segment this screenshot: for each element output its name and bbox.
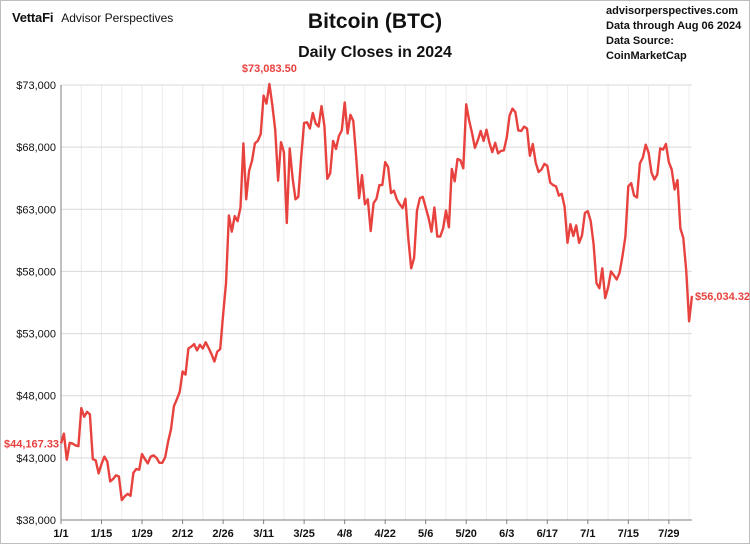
x-tick-label: 1/1 bbox=[53, 528, 68, 540]
btc-series-line bbox=[59, 82, 694, 502]
x-tick-label: 5/20 bbox=[456, 528, 477, 540]
data-annotation-label: $73,083.50 bbox=[242, 63, 297, 75]
data-annotation-label: $44,167.33 bbox=[4, 438, 59, 450]
source-data-through: Data through Aug 06 2024 bbox=[606, 20, 742, 32]
x-tick-label: 6/17 bbox=[537, 528, 558, 540]
x-tick-label: 4/8 bbox=[337, 528, 352, 540]
chart-subtitle: Daily Closes in 2024 bbox=[298, 44, 452, 61]
x-tick-label: 6/3 bbox=[499, 528, 514, 540]
vettafi-logo: VettaFi bbox=[12, 10, 54, 25]
y-tick-label: $43,000 bbox=[16, 453, 56, 465]
chart-title: Bitcoin (BTC) bbox=[307, 10, 443, 33]
x-tick-label: 7/15 bbox=[618, 528, 639, 540]
x-tick-label: 5/6 bbox=[418, 528, 433, 540]
y-tick-label: $73,000 bbox=[16, 80, 56, 92]
x-tick-label: 7/1 bbox=[580, 528, 595, 540]
source-info: advisorperspectives.com Data through Aug… bbox=[606, 4, 750, 64]
x-tick-label: 2/26 bbox=[212, 528, 233, 540]
y-tick-label: $68,000 bbox=[16, 142, 56, 154]
y-tick-label: $53,000 bbox=[16, 329, 56, 341]
brand-subtitle: Advisor Perspectives bbox=[61, 11, 174, 25]
x-tick-label: 2/12 bbox=[172, 528, 193, 540]
x-tick-label: 7/29 bbox=[658, 528, 679, 540]
brand: VettaFi Advisor Perspectives bbox=[12, 10, 173, 25]
x-tick-label: 4/22 bbox=[374, 528, 395, 540]
y-tick-label: $48,000 bbox=[16, 391, 56, 403]
x-tick-label: 3/25 bbox=[293, 528, 314, 540]
x-tick-label: 1/29 bbox=[131, 528, 152, 540]
y-tick-label: $58,000 bbox=[16, 266, 56, 278]
source-website: advisorperspectives.com bbox=[606, 5, 739, 17]
x-tick-label: 1/15 bbox=[91, 528, 112, 540]
y-tick-label: $63,000 bbox=[16, 204, 56, 216]
y-tick-label: $38,000 bbox=[16, 515, 56, 527]
data-annotation-label: $56,034.32 bbox=[695, 291, 750, 303]
source-data-source: Data Source: CoinMarketCap bbox=[606, 35, 687, 62]
x-tick-label: 3/11 bbox=[253, 528, 274, 540]
